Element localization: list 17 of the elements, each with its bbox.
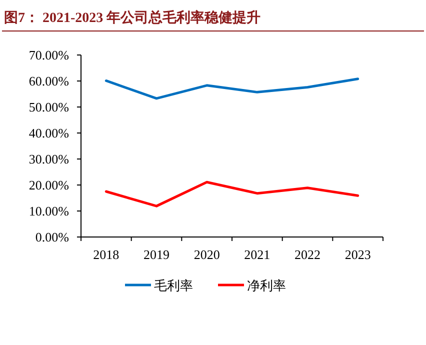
- x-tick-label: 2020: [194, 247, 220, 262]
- x-tick-label: 2023: [344, 247, 371, 262]
- x-tick-label: 2018: [93, 247, 120, 262]
- y-tick-label: 50.00%: [28, 100, 70, 114]
- y-tick-label: 20.00%: [28, 178, 70, 192]
- y-tick-label: 60.00%: [28, 74, 70, 88]
- y-tick-label: 70.00%: [28, 48, 70, 62]
- chart-title: 图7： 2021-2023 年公司总毛利率稳健提升: [4, 9, 261, 26]
- x-tick-label: 2021: [244, 247, 270, 262]
- y-tick-label: 30.00%: [28, 152, 70, 166]
- x-tick-label: 2019: [144, 247, 170, 262]
- legend-label: 净利率: [247, 278, 286, 293]
- y-tick-label: 40.00%: [28, 126, 70, 140]
- legend-label: 毛利率: [154, 278, 193, 293]
- y-tick-label: 10.00%: [28, 204, 70, 218]
- x-tick-label: 2022: [294, 247, 320, 262]
- y-tick-label: 0.00%: [35, 230, 70, 244]
